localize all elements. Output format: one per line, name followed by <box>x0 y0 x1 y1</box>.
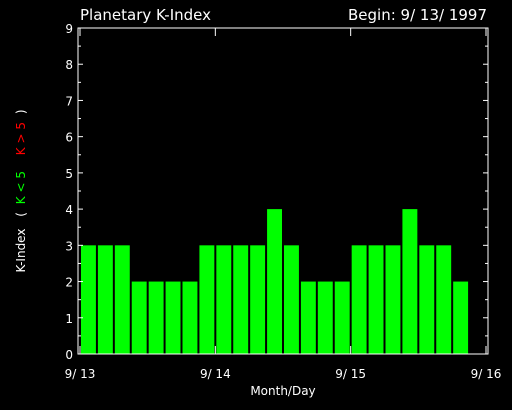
bar <box>81 245 96 354</box>
y-tick-label: 0 <box>65 348 73 362</box>
y-label-open: ( <box>14 212 28 217</box>
bar <box>97 245 113 354</box>
bar <box>114 245 130 354</box>
bar <box>368 245 384 354</box>
plot-frame <box>77 27 489 355</box>
x-tick-label: 9/ 14 <box>200 367 231 381</box>
y-tick-label: 5 <box>65 167 73 181</box>
x-tick-label: 9/ 13 <box>65 367 96 381</box>
bars-group <box>81 209 469 354</box>
bar <box>436 245 452 354</box>
y-label-close: ) <box>14 109 28 114</box>
y-label-green: K < 5 <box>14 171 28 204</box>
svg-text:K-Index ( K < 5: K-Index ( K < 5 K > 5 ) <box>14 109 28 272</box>
bar <box>250 245 266 354</box>
bar <box>182 281 198 354</box>
y-tick-label: 7 <box>65 94 73 108</box>
y-tick-label: 2 <box>65 276 73 290</box>
y-tick-label: 3 <box>65 239 73 253</box>
bar <box>351 245 367 354</box>
bar <box>131 281 147 354</box>
bar <box>284 245 299 354</box>
begin-date-label: Begin: 9/ 13/ 1997 <box>348 6 487 24</box>
x-tick-label: 9/ 15 <box>335 367 366 381</box>
y-tick-label: 6 <box>65 131 73 145</box>
y-tick-label: 8 <box>65 58 73 72</box>
bar <box>267 209 282 354</box>
bar <box>419 245 435 354</box>
bar <box>300 281 316 354</box>
bar <box>199 245 215 354</box>
y-tick-label: 1 <box>65 312 73 326</box>
y-axis: 0 1 2 3 4 5 6 7 8 9 <box>65 22 488 362</box>
bar <box>148 281 164 354</box>
y-tick-label: 4 <box>65 203 73 217</box>
y-label-red: K > 5 <box>14 122 28 155</box>
y-tick-label: 9 <box>65 22 73 36</box>
x-tick-label: 9/ 16 <box>471 367 502 381</box>
bar <box>402 209 418 354</box>
bar <box>317 281 333 354</box>
x-axis-label: Month/Day <box>250 384 315 398</box>
y-label-main: K-Index <box>14 229 28 273</box>
bar <box>385 245 401 354</box>
bar <box>334 281 350 354</box>
y-axis-label: K-Index ( K < 5 K > 5 ) <box>14 109 28 272</box>
bar <box>453 281 469 354</box>
chart-title: Planetary K-Index <box>80 6 211 24</box>
bar <box>233 245 249 354</box>
bar <box>216 245 232 354</box>
x-axis: 9/ 13 9/ 14 9/ 15 9/ 16 <box>65 28 502 381</box>
bar <box>165 281 181 354</box>
